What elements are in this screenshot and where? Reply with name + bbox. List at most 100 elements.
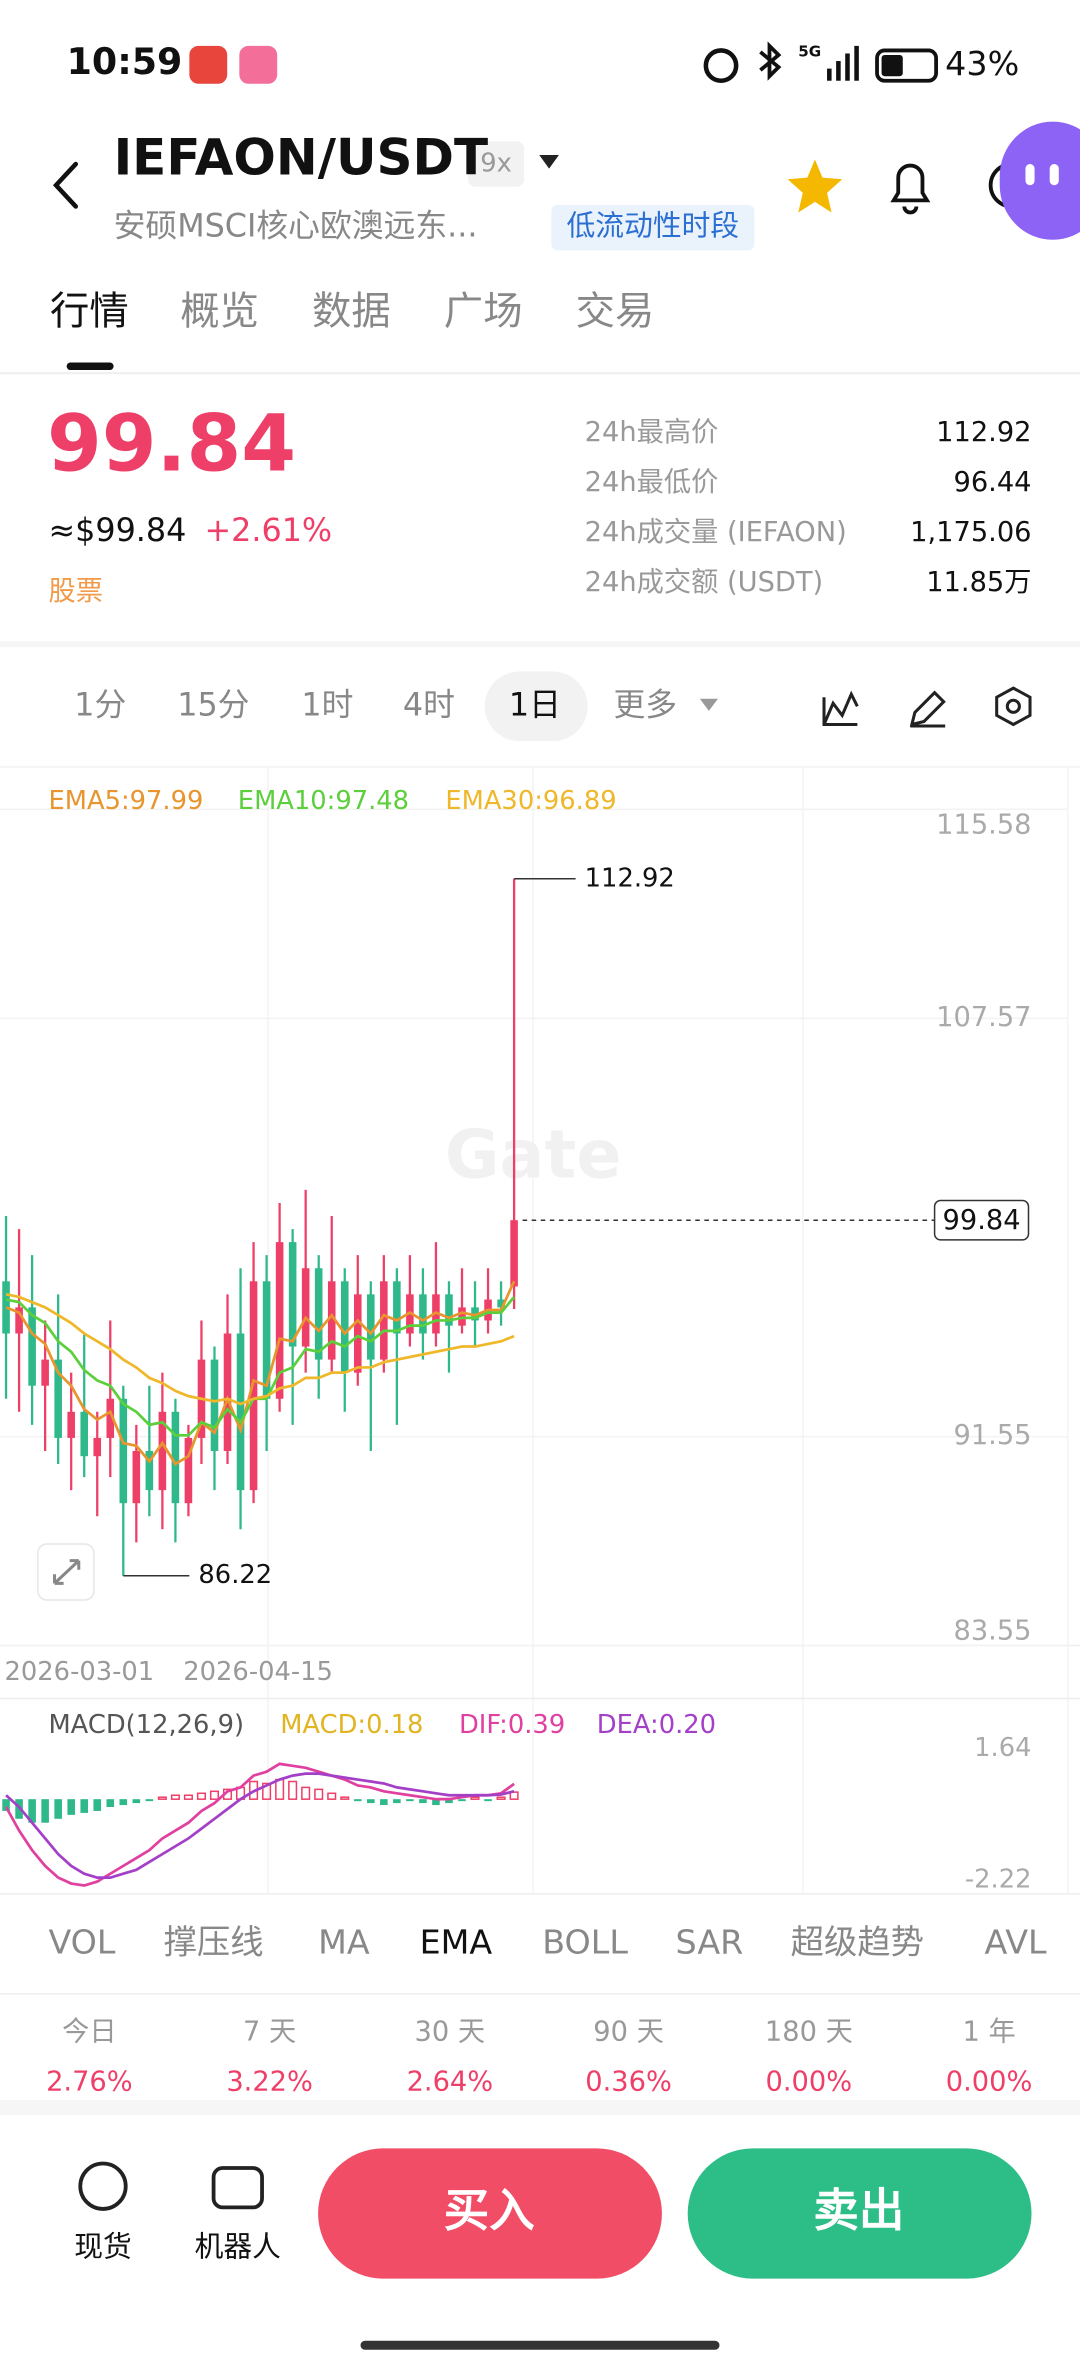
- assistant-bubble[interactable]: [999, 121, 1080, 240]
- ema-legend: EMA30:96.89: [445, 786, 616, 816]
- indicator-tab[interactable]: 超级趋势: [791, 1922, 924, 1961]
- candle-body: [314, 1268, 323, 1360]
- indicator-tab[interactable]: 撑压线: [164, 1922, 264, 1961]
- macd-bar: [301, 1786, 311, 1800]
- y-tick-label: 91.55: [954, 1420, 1032, 1451]
- macd-bar: [432, 1799, 440, 1806]
- period-change: 2.76%: [46, 2067, 133, 2098]
- low-label: 86.22: [198, 1560, 272, 1590]
- indicator-tab[interactable]: BOLL: [542, 1922, 628, 1961]
- high-label: 112.92: [585, 863, 675, 893]
- macd-bar: [470, 1796, 480, 1800]
- interval[interactable]: 1时: [301, 686, 353, 723]
- candle-body: [419, 1294, 427, 1334]
- candle-body: [497, 1299, 505, 1308]
- dif-line: [4, 1762, 515, 1887]
- period-label: 1 年: [962, 2017, 1015, 2048]
- ema-line: [5, 1293, 515, 1406]
- asset-name: 安硕MSCI核心欧澳远东...: [114, 208, 478, 245]
- indicator-tab[interactable]: VOL: [48, 1922, 115, 1961]
- macd-bar: [106, 1799, 115, 1808]
- leverage[interactable]: 9x: [480, 149, 512, 179]
- last-price-box: [933, 1199, 1030, 1241]
- ema-legend: EMA10:97.48: [238, 786, 409, 816]
- macd-bar: [183, 1794, 193, 1800]
- candle-body: [119, 1398, 128, 1504]
- dropdown-arrow[interactable]: [699, 698, 718, 711]
- period-change: 0.00%: [766, 2067, 853, 2098]
- period-label: 今日: [62, 2017, 117, 2048]
- spot-icon[interactable]: [78, 2161, 128, 2211]
- macd-bar: [132, 1799, 141, 1804]
- liquidity-badge: [551, 204, 755, 251]
- macd-bar: [353, 1799, 362, 1802]
- candle-body: [445, 1294, 453, 1326]
- candle-body: [145, 1450, 154, 1491]
- macd-bar: [340, 1796, 350, 1800]
- candle-body: [80, 1411, 89, 1457]
- period-label: 180 天: [765, 2017, 853, 2048]
- candle-body: [132, 1450, 141, 1504]
- bottom-nav-label[interactable]: 机器人: [195, 2229, 281, 2263]
- draw-icon[interactable]: [909, 690, 946, 728]
- macd-bar: [288, 1780, 298, 1800]
- interval[interactable]: 1日: [509, 686, 561, 723]
- battery-level: [881, 54, 903, 77]
- candle-body: [41, 1359, 49, 1386]
- macd-title: MACD(12,26,9): [48, 1710, 244, 1740]
- macd-bar: [406, 1799, 414, 1802]
- bottom-nav-label[interactable]: 现货: [74, 2229, 132, 2263]
- stat-label: 24h最低价: [585, 467, 719, 498]
- tab[interactable]: 数据: [312, 289, 391, 335]
- period-change: 2.64%: [407, 2067, 494, 2098]
- period-label: 30 天: [415, 2017, 486, 2048]
- macd-y-tick-label: 1.64: [974, 1733, 1031, 1763]
- period-label: 90 天: [593, 2017, 664, 2048]
- tab[interactable]: 广场: [444, 289, 523, 335]
- y-tick-label: 83.55: [954, 1615, 1032, 1646]
- interval[interactable]: 1分: [74, 686, 126, 723]
- battery-icon: [875, 48, 938, 83]
- bot-icon[interactable]: [211, 2166, 264, 2210]
- period-change: 0.36%: [585, 2067, 672, 2098]
- macd-bar: [393, 1799, 401, 1804]
- indicator-tab[interactable]: SAR: [676, 1922, 744, 1961]
- macd-bar: [41, 1799, 49, 1823]
- macd-bar: [262, 1782, 272, 1800]
- interval[interactable]: 更多: [613, 686, 677, 723]
- alert-bell[interactable]: [890, 163, 931, 215]
- indicator-tab[interactable]: MA: [318, 1922, 370, 1961]
- watermark: Gate: [445, 1115, 622, 1193]
- macd-bar: [380, 1799, 388, 1806]
- macd-bar: [314, 1788, 324, 1800]
- stat-label: 24h最高价: [585, 417, 719, 448]
- tab[interactable]: 概览: [180, 289, 259, 335]
- candle-body: [158, 1411, 167, 1491]
- leverage-badge[interactable]: [468, 141, 525, 187]
- sell-label[interactable]: 卖出: [813, 2184, 904, 2237]
- interval[interactable]: 15分: [177, 686, 249, 723]
- tab[interactable]: 行情: [50, 289, 129, 335]
- dif-legend: DIF:0.39: [459, 1710, 565, 1740]
- alarm-icon: [703, 48, 739, 84]
- indicator-tab[interactable]: EMA: [420, 1922, 493, 1961]
- interval[interactable]: 4时: [403, 686, 455, 723]
- settings-icon[interactable]: [995, 686, 1032, 727]
- macd-bar: [28, 1799, 36, 1823]
- macd-bar: [54, 1799, 62, 1819]
- home-indicator: [360, 2340, 720, 2350]
- tab[interactable]: 交易: [576, 289, 655, 335]
- indicator-tab[interactable]: AVL: [985, 1922, 1047, 1961]
- candle-body: [393, 1281, 401, 1334]
- candle-body: [210, 1359, 219, 1451]
- app-icon: [189, 45, 228, 84]
- back-button[interactable]: [52, 161, 79, 209]
- favorite-star[interactable]: [787, 159, 843, 213]
- candle-body: [510, 1220, 518, 1287]
- candle-body: [106, 1398, 115, 1438]
- indicator-icon[interactable]: [822, 690, 859, 727]
- buy-button[interactable]: [318, 2148, 662, 2279]
- sell-button[interactable]: [687, 2148, 1032, 2279]
- buy-label[interactable]: 买入: [444, 2184, 535, 2237]
- dropdown-arrow[interactable]: [539, 154, 559, 169]
